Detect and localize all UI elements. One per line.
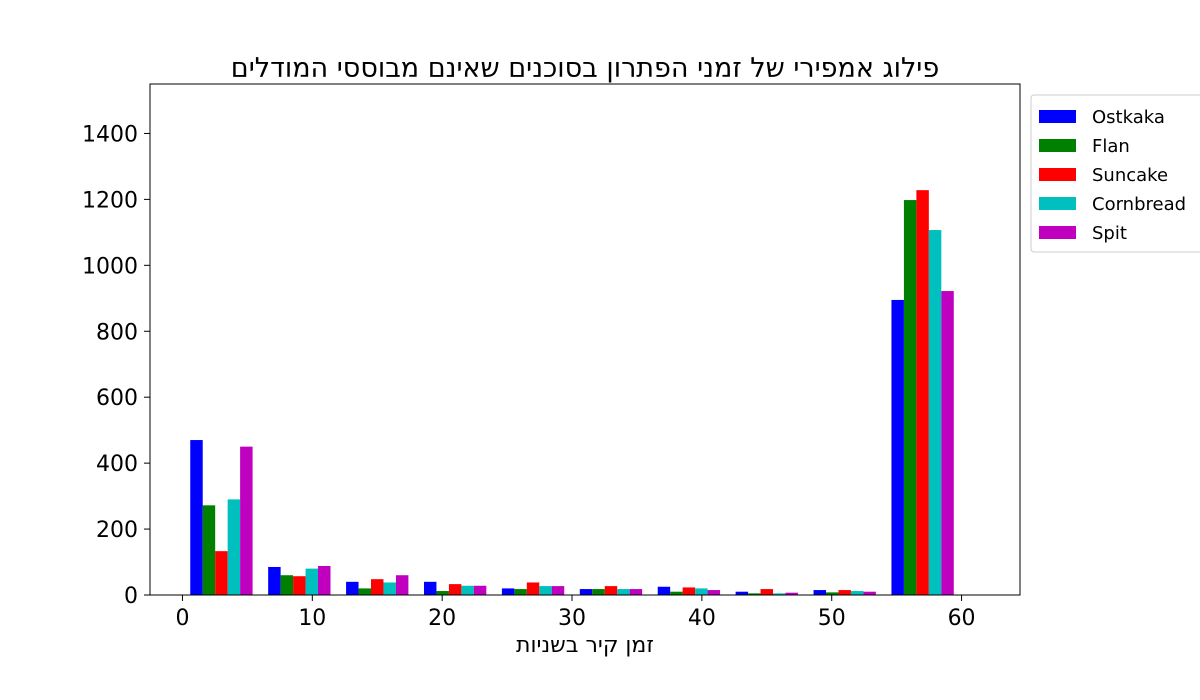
bar-suncake-bin-5 (604, 586, 618, 595)
bar-cornbread-bin-9 (928, 230, 942, 595)
bar-ostkaka-bin-6 (657, 586, 671, 595)
bar-flan-bin-9 (903, 200, 917, 595)
bar-cornbread-bin-6 (695, 588, 708, 595)
bar-ostkaka-bin-1 (268, 566, 281, 595)
x-tick-label: 50 (818, 606, 846, 631)
bar-cornbread-bin-7 (773, 593, 786, 595)
bar-suncake-bin-7 (760, 589, 774, 595)
legend: Ostkaka Flan Suncake Cornbread Spit (1030, 94, 1200, 253)
bar-cornbread-bin-3 (461, 585, 474, 595)
bar-cornbread-bin-1 (305, 568, 319, 595)
y-tick-label: 1200 (82, 188, 138, 213)
bar-flan-bin-8 (826, 592, 839, 595)
bar-ostkaka-bin-9 (891, 299, 904, 595)
bar-flan-bin-1 (280, 575, 294, 595)
bar-ostkaka-bin-4 (501, 588, 515, 595)
bars-group (190, 190, 954, 595)
chart-title: פילוג אמפירי של זמני הפתרון בסוכנים שאינ… (231, 53, 939, 84)
bar-flan-bin-7 (748, 593, 761, 595)
bar-cornbread-bin-2 (383, 582, 396, 595)
bar-suncake-bin-1 (293, 576, 306, 595)
bar-suncake-bin-8 (838, 590, 851, 595)
bar-spit-bin-3 (473, 585, 487, 595)
legend-swatch-spit (1039, 226, 1076, 239)
bar-cornbread-bin-4 (539, 586, 552, 595)
bar-ostkaka-bin-3 (423, 581, 437, 595)
legend-label-cornbread: Cornbread (1092, 194, 1186, 215)
bar-flan-bin-4 (514, 589, 527, 595)
x-tick-label: 10 (298, 606, 326, 631)
bar-suncake-bin-6 (682, 587, 696, 595)
x-tick-label: 60 (948, 606, 976, 631)
y-tick-label: 800 (96, 320, 138, 345)
x-tick-label: 20 (428, 606, 456, 631)
legend-swatch-flan (1039, 139, 1076, 152)
y-tick-label: 600 (96, 386, 138, 411)
bar-spit-bin-0 (240, 446, 253, 595)
legend-label-suncake: Suncake (1092, 165, 1168, 186)
bar-spit-bin-8 (863, 591, 876, 595)
bar-flan-bin-3 (436, 591, 449, 595)
bar-flan-bin-0 (202, 505, 216, 595)
bar-flan-bin-6 (670, 591, 683, 595)
bar-suncake-bin-9 (916, 190, 929, 595)
bar-spit-bin-4 (551, 586, 565, 595)
plot-frame (149, 83, 1021, 596)
bar-ostkaka-bin-0 (190, 440, 203, 595)
x-tick-label: 40 (688, 606, 716, 631)
x-tick-label: 30 (558, 606, 586, 631)
bar-spit-bin-9 (941, 291, 954, 595)
bar-cornbread-bin-8 (850, 591, 864, 595)
bar-suncake-bin-2 (371, 579, 384, 595)
bar-spit-bin-1 (318, 565, 331, 595)
legend-label-flan: Flan (1092, 136, 1130, 157)
bar-ostkaka-bin-2 (346, 581, 359, 595)
bar-suncake-bin-0 (215, 551, 228, 595)
legend-swatch-suncake (1039, 168, 1076, 181)
bar-cornbread-bin-0 (227, 499, 241, 595)
x-axis-label: זמן קיר בשניות (516, 633, 654, 658)
legend-swatch-ostkaka (1039, 110, 1076, 123)
bar-suncake-bin-4 (526, 582, 540, 595)
bar-ostkaka-bin-7 (735, 591, 749, 595)
legend-frame (1030, 94, 1200, 253)
y-axis: 0 200 400 600 800 1000 1200 1400 (82, 122, 150, 609)
legend-label-ostkaka: Ostkaka (1092, 107, 1165, 128)
bar-flan-bin-2 (358, 588, 372, 595)
y-tick-label: 1400 (82, 122, 138, 147)
y-tick-label: 400 (96, 452, 138, 477)
bar-spit-bin-2 (395, 575, 409, 595)
bar-spit-bin-6 (707, 590, 721, 595)
x-tick-label: 0 (175, 606, 189, 631)
y-tick-label: 1000 (82, 254, 138, 279)
bar-spit-bin-5 (629, 589, 643, 595)
legend-swatch-cornbread (1039, 197, 1076, 210)
y-tick-label: 200 (96, 518, 138, 543)
legend-label-spit: Spit (1092, 223, 1127, 244)
bar-spit-bin-7 (785, 592, 798, 595)
y-tick-label: 0 (124, 584, 138, 609)
bar-suncake-bin-3 (448, 584, 462, 595)
bar-ostkaka-bin-8 (813, 590, 827, 595)
x-axis: 0 10 20 30 40 50 60 (175, 595, 976, 631)
bar-cornbread-bin-5 (617, 589, 630, 595)
bar-ostkaka-bin-5 (579, 589, 593, 595)
bar-flan-bin-5 (592, 589, 605, 595)
